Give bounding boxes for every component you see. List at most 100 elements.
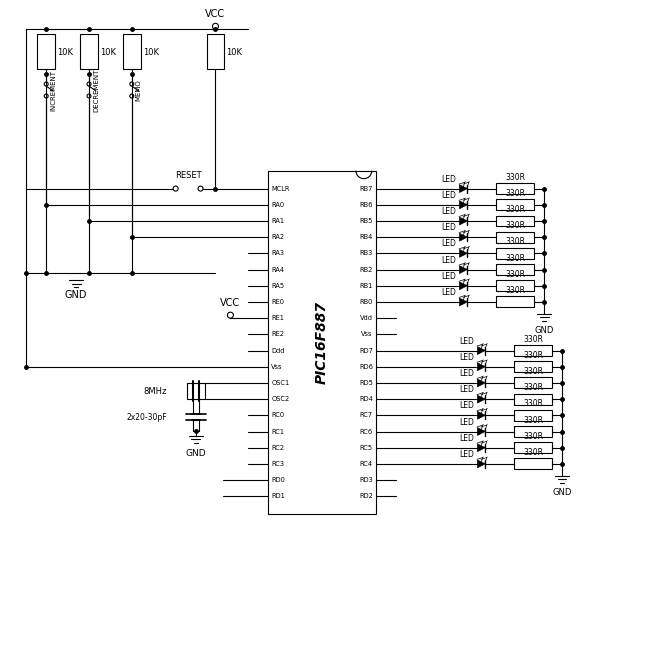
Text: RB2: RB2 [359,267,373,272]
Text: LED: LED [441,288,456,297]
Bar [187,383,205,399]
Text: LED: LED [460,385,474,394]
Text: 330R: 330R [505,286,525,295]
Text: LED: LED [441,207,456,216]
Text: 330R: 330R [523,399,543,408]
Text: LED: LED [460,418,474,426]
Bar [514,426,552,437]
Text: RA5: RA5 [271,283,284,289]
Text: RA4: RA4 [271,267,284,272]
Text: INCREMENT: INCREMENT [50,70,56,111]
Text: RB1: RB1 [359,283,373,289]
Text: 330R: 330R [523,335,543,343]
Text: 330R: 330R [505,172,525,182]
Polygon shape [460,249,467,257]
Text: 330R: 330R [523,416,543,424]
Text: RD6: RD6 [359,364,373,370]
Text: 330R: 330R [523,432,543,441]
Text: LED: LED [441,174,456,184]
Bar [207,34,224,69]
Text: Ddd: Ddd [271,347,285,353]
Text: 330R: 330R [505,205,525,214]
Text: 330R: 330R [505,189,525,198]
Text: LED: LED [441,239,456,249]
Text: RA3: RA3 [271,251,284,257]
Bar [496,200,534,210]
Text: RB3: RB3 [359,251,373,257]
Polygon shape [460,201,467,209]
Text: MEMO: MEMO [136,79,142,101]
Text: 330R: 330R [505,270,525,279]
Text: RD4: RD4 [359,396,373,402]
Text: RB0: RB0 [359,299,373,305]
Text: MCLR: MCLR [271,186,290,192]
Bar [123,34,141,69]
Text: LED: LED [460,337,474,345]
Text: RD0: RD0 [271,477,285,483]
Bar [496,231,534,243]
Text: RESET: RESET [175,170,202,180]
Text: 8MHz: 8MHz [143,387,166,396]
Text: GND: GND [552,488,571,497]
Text: RC5: RC5 [359,445,373,451]
Text: LED: LED [460,401,474,410]
Text: GND: GND [185,449,206,458]
Polygon shape [477,347,486,355]
Text: LED: LED [460,369,474,378]
Text: LED: LED [441,223,456,232]
Polygon shape [460,184,467,192]
Polygon shape [460,298,467,306]
Text: 10K: 10K [143,48,159,57]
Bar [514,361,552,372]
Bar [268,170,376,514]
Text: 330R: 330R [523,448,543,457]
Text: RA0: RA0 [271,202,284,208]
Text: LED: LED [460,353,474,362]
Bar [514,377,552,389]
Text: LED: LED [460,434,474,443]
Polygon shape [460,282,467,290]
Text: 330R: 330R [523,367,543,376]
Text: RC4: RC4 [359,461,373,467]
Text: PIC16F887: PIC16F887 [315,301,329,384]
Text: Vdd: Vdd [360,315,373,321]
Text: RC6: RC6 [359,428,373,434]
Polygon shape [477,444,486,452]
Text: RB5: RB5 [359,218,373,224]
Text: RD2: RD2 [359,493,373,499]
Polygon shape [460,266,467,274]
Text: 2x20-30pF: 2x20-30pF [126,412,166,422]
Text: RE2: RE2 [271,332,284,337]
Text: 330R: 330R [505,221,525,230]
Bar [80,34,98,69]
Text: RB4: RB4 [359,234,373,240]
Text: 10K: 10K [100,48,116,57]
Text: RC7: RC7 [359,412,373,418]
Text: 330R: 330R [523,383,543,392]
Text: RB7: RB7 [359,186,373,192]
Text: RA2: RA2 [271,234,284,240]
Text: RB6: RB6 [359,202,373,208]
Polygon shape [477,363,486,371]
Polygon shape [477,428,486,436]
Bar [514,458,552,469]
Text: LED: LED [441,191,456,200]
Polygon shape [477,411,486,419]
Bar [514,410,552,421]
Bar [496,264,534,275]
Bar [514,442,552,453]
Text: Vss: Vss [271,364,283,370]
Text: 330R: 330R [523,351,543,360]
Text: RE0: RE0 [271,299,284,305]
Text: 330R: 330R [505,254,525,263]
Text: RC1: RC1 [271,428,284,434]
Text: RC0: RC0 [271,412,284,418]
Text: DECREMENT: DECREMENT [93,68,99,112]
Text: RA1: RA1 [271,218,284,224]
Text: 330R: 330R [505,237,525,247]
Text: RD7: RD7 [359,347,373,353]
Text: RC2: RC2 [271,445,284,451]
Bar [496,215,534,227]
Bar [37,34,55,69]
Text: OSC1: OSC1 [271,380,289,386]
